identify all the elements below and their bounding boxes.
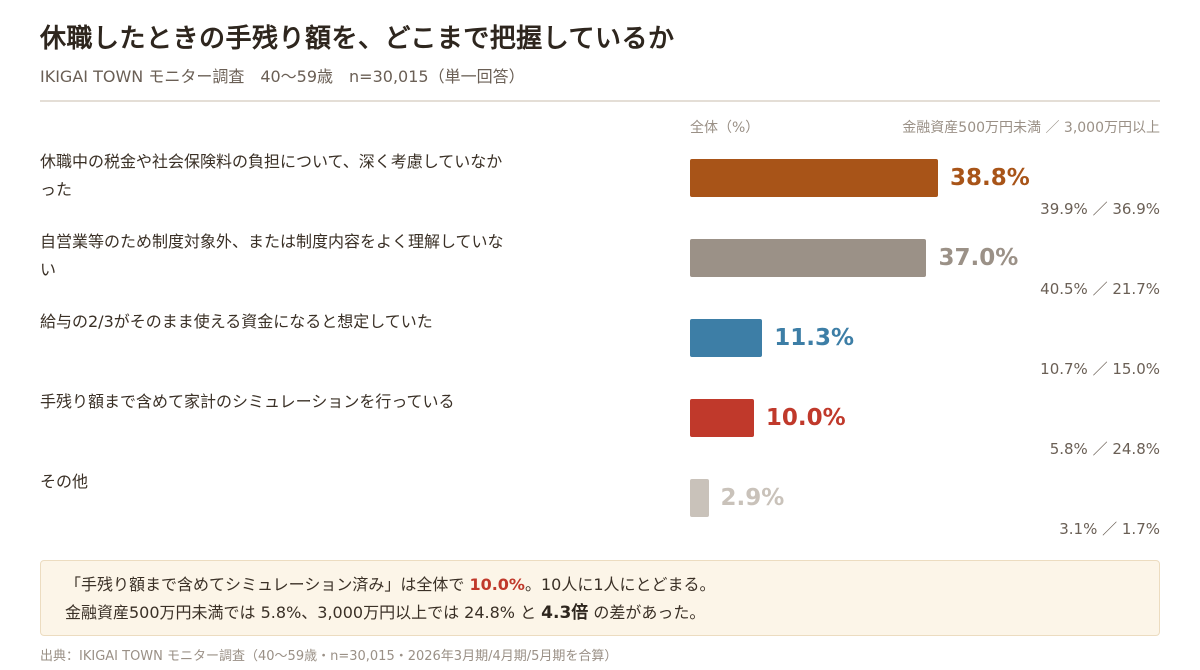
segment-values-label: 40.5% ／ 21.7% (1040, 280, 1160, 298)
bar (690, 479, 709, 517)
bar-row: 給与の2/3がそのまま使える資金になると想定していた 11.3% 10.7% ／ 1… (0, 308, 1200, 388)
chart-subtitle: IKIGAI TOWN モニター調査 40〜59歳 n=30,015（単一回答） (40, 67, 525, 86)
category-label: その他 (40, 472, 89, 491)
note-line-2: 金融資産500万円未満では 5.8%、3,000万円以上では 24.8% と 4… (65, 599, 1135, 627)
category-label: 休職中の税金や社会保険料の負担について、深く考慮していなかった (40, 152, 503, 199)
note-line-2-text: 金融資産500万円未満では 5.8%、3,000万円以上では 24.8% と (65, 603, 542, 622)
bar (690, 319, 763, 357)
summary-note: 「手残り額まで含めてシミュレーション済み」は全体で 10.0%。10人に1人にと… (40, 560, 1160, 636)
bar-value-label: 11.3% (774, 325, 855, 351)
segment-values-label: 3.1% ／ 1.7% (1059, 520, 1160, 538)
segment-values-label: 5.8% ／ 24.8% (1049, 440, 1160, 458)
column-header-segments: 金融資産500万円未満 ／ 3,000万円以上 (902, 120, 1160, 136)
bar-value-label: 37.0% (938, 245, 1019, 271)
bar-row: 自営業等のため制度対象外、または制度内容をよく理解していない 37.0% 40.5%… (0, 228, 1200, 308)
category-label: 自営業等のため制度対象外、または制度内容をよく理解していない (40, 232, 504, 279)
bar-row: 手残り額まで含めて家計のシミュレーションを行っている 10.0% 5.8% ／ 24… (0, 388, 1200, 468)
category-label: 給与の2/3がそのまま使える資金になると想定していた (40, 312, 433, 331)
chart-title: 休職したときの手残り額を、どこまで把握しているか (40, 24, 675, 54)
source-note: 出典：IKIGAI TOWN モニター調査（40〜59歳・n=30,015・20… (40, 649, 618, 664)
bar-value-label: 38.8% (950, 165, 1030, 191)
bar (690, 239, 927, 277)
bar-row: その他 2.9% 3.1% ／ 1.7% (0, 468, 1200, 548)
segment-values-label: 10.7% ／ 15.0% (1040, 360, 1160, 378)
note-highlight-percent: 10.0% (469, 575, 525, 594)
header-divider (40, 100, 1160, 102)
bar-row: 休職中の税金や社会保険料の負担について、深く考慮していなかった 38.8% 39.9… (0, 148, 1200, 228)
column-header-all: 全体（%） (690, 120, 760, 136)
note-line-1-text: 「手残り額まで含めてシミュレーション済み」は全体で (65, 575, 470, 594)
segment-values-label: 39.9% ／ 36.9% (1040, 200, 1160, 218)
note-line-1: 「手残り額まで含めてシミュレーション済み」は全体で 10.0%。10人に1人にと… (65, 571, 1135, 599)
bar (690, 399, 754, 437)
note-line-2-tail: の差があった。 (588, 603, 706, 622)
category-label: 手残り額まで含めて家計のシミュレーションを行っている (40, 392, 455, 411)
bar-value-label: 10.0% (765, 405, 846, 431)
bar-value-label: 2.9% (720, 485, 785, 511)
note-line-1-tail: 。10人に1人にとどまる。 (524, 575, 716, 594)
bar (690, 159, 938, 197)
note-highlight-ratio: 4.3倍 (541, 603, 589, 623)
